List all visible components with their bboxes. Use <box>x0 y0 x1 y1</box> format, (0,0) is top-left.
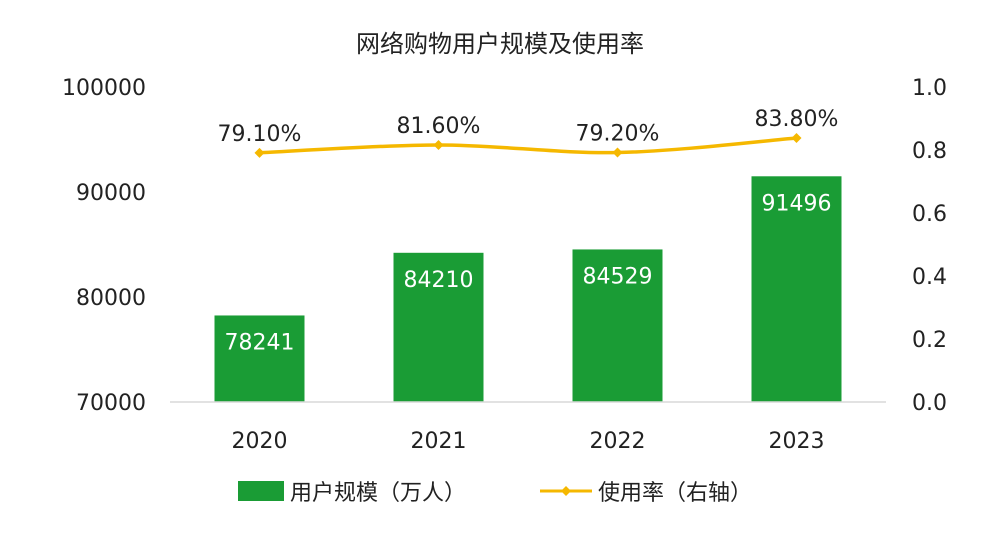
bar-value-label: 78241 <box>225 330 295 355</box>
right-tick-label: 0.4 <box>912 265 947 290</box>
line-series: 79.10% 81.60% 79.20% 83.80% <box>218 107 839 158</box>
line-value-label: 79.10% <box>218 122 302 147</box>
line-point <box>612 147 623 158</box>
left-tick-label: 100000 <box>62 76 146 101</box>
right-tick-label: 0.0 <box>912 391 947 416</box>
x-tick-label: 2022 <box>590 429 646 454</box>
left-axis-ticks: 70000 80000 90000 100000 <box>62 76 146 416</box>
legend: 用户规模（万人） 使用率（右轴） <box>238 481 752 506</box>
chart-title: 网络购物用户规模及使用率 <box>356 30 644 58</box>
legend-line-marker <box>561 486 571 496</box>
right-tick-label: 0.2 <box>912 328 947 353</box>
line-point <box>433 139 444 150</box>
bar <box>214 315 305 402</box>
bar <box>572 249 663 402</box>
x-tick-label: 2023 <box>769 429 825 454</box>
bar-series: 78241 84210 84529 91496 <box>214 176 842 402</box>
left-tick-label: 90000 <box>76 181 146 206</box>
line-point <box>254 147 265 158</box>
right-tick-label: 0.8 <box>912 139 947 164</box>
bar <box>751 176 842 402</box>
right-tick-label: 0.6 <box>912 202 947 227</box>
line-value-label: 83.80% <box>755 107 839 132</box>
line-value-label: 79.20% <box>576 122 660 147</box>
bar-value-label: 91496 <box>762 191 832 216</box>
bar-value-label: 84529 <box>583 264 653 289</box>
usage-rate-line <box>259 136 797 155</box>
left-tick-label: 70000 <box>76 391 146 416</box>
right-tick-label: 1.0 <box>912 76 947 101</box>
line-value-label: 81.60% <box>397 114 481 139</box>
left-tick-label: 80000 <box>76 286 146 311</box>
line-point <box>791 133 802 144</box>
bar <box>393 252 484 402</box>
x-axis-ticks: 2020 2021 2022 2023 <box>232 429 825 454</box>
legend-line-label: 使用率（右轴） <box>598 481 752 506</box>
x-tick-label: 2020 <box>232 429 288 454</box>
legend-bar-swatch <box>238 481 284 501</box>
x-tick-label: 2021 <box>411 429 467 454</box>
legend-bar-label: 用户规模（万人） <box>290 481 466 506</box>
bar-value-label: 84210 <box>404 268 474 293</box>
right-axis-ticks: 0.0 0.2 0.4 0.6 0.8 1.0 <box>912 76 947 416</box>
